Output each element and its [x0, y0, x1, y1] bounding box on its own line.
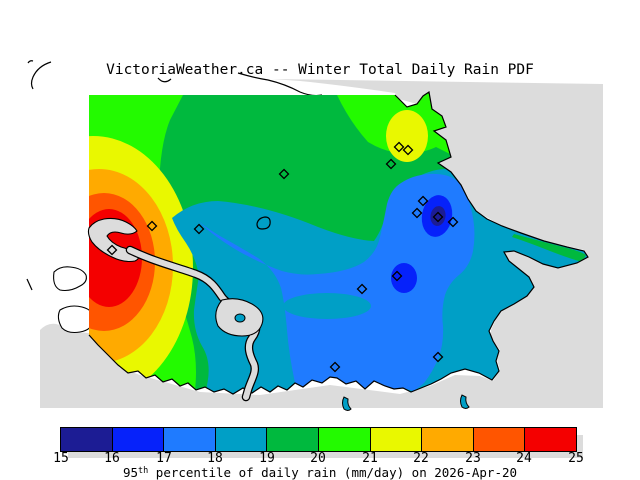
station-marker [329, 361, 341, 373]
colorbar-tick-label: 20 [310, 451, 326, 466]
station-marker [391, 270, 403, 282]
station-marker [411, 207, 423, 219]
station-marker [447, 216, 459, 228]
colorbar-segment [164, 428, 216, 451]
map-title: VictoriaWeather.ca -- Winter Total Daily… [106, 62, 534, 78]
station-marker [393, 141, 405, 153]
level-15-16-core [430, 206, 446, 226]
colorbar-ticks: 15 16 17 18 19 20 21 22 23 24 25 [0, 451, 640, 466]
station-marker [106, 244, 118, 256]
station-marker [432, 211, 444, 223]
coastline [88, 90, 589, 395]
level-16-17-blob-south [391, 263, 417, 293]
colorbar-tick-label: 22 [413, 451, 429, 466]
colorbar [60, 427, 577, 452]
colorbar-tick-label: 24 [516, 451, 532, 466]
colorbar-tick-label: 15 [53, 451, 69, 466]
station-marker [193, 223, 205, 235]
colorbar-tick-label: 17 [156, 451, 172, 466]
caption-superscript: th [138, 466, 149, 476]
station-marker [432, 351, 444, 363]
colorbar-tick-label: 19 [259, 451, 275, 466]
station-marker [417, 195, 429, 207]
colorbar-caption: 95th percentile of daily rain (mm/day) o… [0, 465, 640, 480]
colorbar-segment [267, 428, 319, 451]
west-lakes [53, 266, 95, 334]
colorbar-segment [112, 428, 165, 451]
lake-outline [256, 216, 271, 230]
colorbar-segment [61, 428, 113, 451]
colorbar-segment [215, 428, 268, 451]
colorbar-segment [525, 428, 576, 451]
level-18-19-pocket [283, 293, 371, 319]
colorbar-tick-label: 25 [568, 451, 584, 466]
colorbar-tick-label: 18 [207, 451, 223, 466]
colorbar-segment [370, 428, 423, 451]
station-marker [356, 283, 368, 295]
station-marker [278, 168, 290, 180]
station-marker [146, 220, 158, 232]
colorbar-tick-label: 16 [104, 451, 120, 466]
caption-text: percentile of daily rain (mm/day) on 202… [148, 465, 518, 480]
colorbar-segment [422, 428, 474, 451]
station-markers [106, 141, 459, 373]
level-19-20-arm-fringe [512, 234, 586, 262]
caption-prefix: 95 [122, 465, 139, 480]
colorbar-tick-label: 23 [465, 451, 481, 466]
south-islets [342, 394, 470, 411]
colorbar-tick-label: 21 [362, 451, 378, 466]
sea-area [40, 79, 603, 408]
station-marker [385, 158, 397, 170]
level-17-18-area [197, 173, 475, 391]
colorbar-segment [318, 428, 371, 451]
colorbar-segment [473, 428, 526, 451]
station-marker [402, 144, 414, 156]
harbour-island [234, 313, 246, 323]
